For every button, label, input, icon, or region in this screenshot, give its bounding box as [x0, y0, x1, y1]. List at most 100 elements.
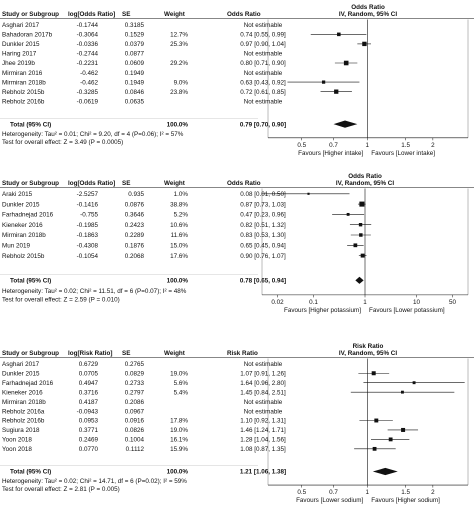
- study-row: Bahadoran 2017b -0.3064 0.1529 12.7% 0.74 [0…: [2, 32, 367, 39]
- weight-value: 38.8%: [170, 201, 188, 208]
- heterogeneity-text: Heterogeneity: Tau² = 0.02; Chi² = 14.71…: [2, 478, 187, 485]
- total-ci-text: 1.21 [1.06, 1.38]: [240, 469, 286, 476]
- log-value: -0.0619: [77, 98, 99, 105]
- column-header-study: Study or Subgroup: [2, 180, 59, 187]
- x-tick-label: 1: [366, 142, 370, 149]
- se-value: 0.1949: [125, 79, 145, 86]
- ci-text: 0.97 [0.90, 1.04]: [240, 41, 286, 48]
- se-value: 0.0379: [125, 41, 145, 48]
- study-row: Mirmiran 2016 -0.462 0.1949 Not estimable: [2, 70, 283, 77]
- point-estimate: [371, 371, 376, 376]
- ci-text: 0.87 [0.73, 1.03]: [240, 201, 286, 208]
- weight-value: 5.6%: [174, 380, 189, 387]
- total-label: Total (95% CI): [10, 278, 51, 285]
- study-row: Rebholz 2016b 0.0953 0.0916 17.8% 1.10 [0.92…: [2, 418, 393, 425]
- se-value: 0.935: [128, 191, 144, 198]
- se-value: 0.1529: [125, 32, 145, 39]
- ci-text: 0.47 [0.23, 0.96]: [240, 212, 286, 219]
- study-name: Mirmiran 2016: [2, 70, 43, 77]
- study-row: Rebholz 2015b -0.1054 0.2068 17.6% 0.90 [0.7…: [2, 253, 367, 260]
- total-weight: 100.0%: [167, 278, 189, 285]
- point-estimate: [412, 381, 416, 385]
- study-row: Kieneker 2016 -0.1985 0.2423 10.6% 0.82 [0.5…: [2, 222, 372, 229]
- ci-text: 0.83 [0.53, 1.30]: [240, 232, 286, 239]
- log-value: 0.6729: [79, 361, 99, 368]
- weight-value: 5.2%: [174, 212, 189, 219]
- ci-text: Not estimable: [244, 408, 283, 415]
- se-value: 0.2423: [125, 222, 145, 229]
- ci-text: 1.45 [0.84, 2.51]: [240, 389, 286, 396]
- study-name: Araki 2015: [2, 191, 33, 198]
- study-name: Mirmiran 2018b: [2, 232, 46, 239]
- study-name: Rebholz 2016b: [2, 418, 45, 425]
- se-value: 0.0876: [125, 201, 145, 208]
- se-value: 0.1004: [125, 437, 145, 444]
- study-name: Dunkler 2015: [2, 370, 40, 377]
- study-row: Sugiura 2018 0.3771 0.0826 19.0% 1.46 [1.24,…: [2, 427, 419, 434]
- ci-text: 0.08 [0.01, 0.50]: [240, 191, 286, 198]
- weight-value: 15.0%: [170, 243, 188, 250]
- study-row: Mirmiran 2018b -0.462 0.1949 9.0% 0.63 [0.43…: [2, 79, 360, 86]
- x-tick-label: 2: [431, 489, 435, 496]
- x-tick-label: 0.7: [329, 142, 338, 149]
- point-estimate: [401, 427, 406, 432]
- effect-header: Odds Ratio: [348, 173, 382, 180]
- point-estimate: [360, 253, 365, 258]
- weight-value: 15.9%: [170, 446, 188, 453]
- overall-effect-text: Test for overall effect: Z = 2.59 (P = 0…: [2, 297, 120, 304]
- se-value: 0.0846: [125, 89, 145, 96]
- point-estimate: [358, 223, 363, 227]
- weight-value: 17.8%: [170, 418, 188, 425]
- column-header-log: log[Odds Ratio]: [68, 11, 115, 18]
- ci-text: 1.07 [0.91, 1.26]: [240, 370, 286, 377]
- pooled-diamond: [333, 120, 358, 128]
- point-estimate: [353, 243, 358, 248]
- study-name: Yoon 2018: [2, 446, 32, 453]
- ci-text: Not estimable: [244, 98, 283, 105]
- study-row: Mun 2019 -0.4308 0.1876 15.0% 0.65 [0.45, 0.…: [2, 243, 364, 250]
- se-value: 0.0967: [125, 408, 145, 415]
- weight-value: 10.6%: [170, 222, 188, 229]
- log-value: -0.755: [80, 212, 98, 219]
- column-header-effect: Odds Ratio: [227, 180, 261, 187]
- log-value: -0.1863: [77, 232, 99, 239]
- total-ci-text: 0.78 [0.65, 0.94]: [240, 278, 286, 285]
- study-row: Rebholz 2016b -0.0619 0.0635 Not estimable: [2, 98, 283, 105]
- study-name: Bahadoran 2017b: [2, 32, 53, 39]
- x-tick-label: 10: [413, 299, 421, 306]
- study-name: Dunkler 2015: [2, 41, 40, 48]
- weight-value: 25.3%: [170, 41, 188, 48]
- point-estimate: [388, 437, 393, 442]
- weight-value: 1.0%: [174, 191, 189, 198]
- study-name: Rebholz 2015b: [2, 89, 45, 96]
- ci-text: Not estimable: [244, 70, 283, 77]
- ci-text: 1.10 [0.92, 1.31]: [240, 418, 286, 425]
- column-header-weight: Weight: [164, 180, 186, 187]
- ci-text: 0.74 [0.55, 0.99]: [240, 32, 286, 39]
- weight-value: 29.2%: [170, 60, 188, 67]
- study-name: Dunkler 2015: [2, 201, 40, 208]
- study-row: Dunkler 2015 -0.1416 0.0876 38.8% 0.87 [0.73…: [2, 201, 366, 208]
- total-row: Total (95% CI) 100.0% 1.21 [1.06, 1.38]: [0, 465, 398, 476]
- favours-left-label: Favours [Higher potassium]: [284, 307, 361, 314]
- log-value: 0.0953: [79, 418, 99, 425]
- point-estimate: [343, 60, 349, 66]
- column-header-study: Study or Subgroup: [2, 350, 59, 357]
- log-value: -0.0943: [77, 408, 99, 415]
- log-value: -0.1744: [77, 22, 99, 29]
- column-header-weight: Weight: [164, 11, 186, 18]
- ci-text: Not estimable: [244, 22, 283, 29]
- favours-right-label: Favours [Lower intake]: [371, 150, 435, 157]
- study-name: Farhadnejad 2016: [2, 212, 54, 219]
- favours-left-label: Favours [Higher intake]: [298, 150, 363, 157]
- log-value: 0.0705: [79, 370, 99, 377]
- total-weight: 100.0%: [167, 469, 189, 476]
- heterogeneity-text: Heterogeneity: Tau² = 0.01; Chi² = 9.20,…: [2, 131, 184, 138]
- se-value: 0.1949: [125, 70, 145, 77]
- overall-effect-text: Test for overall effect: Z = 2.81 (P = 0…: [2, 486, 120, 493]
- x-tick-label: 0.5: [297, 142, 306, 149]
- weight-value: 5.4%: [174, 389, 189, 396]
- column-header-se: SE: [122, 180, 130, 187]
- point-estimate: [359, 201, 365, 207]
